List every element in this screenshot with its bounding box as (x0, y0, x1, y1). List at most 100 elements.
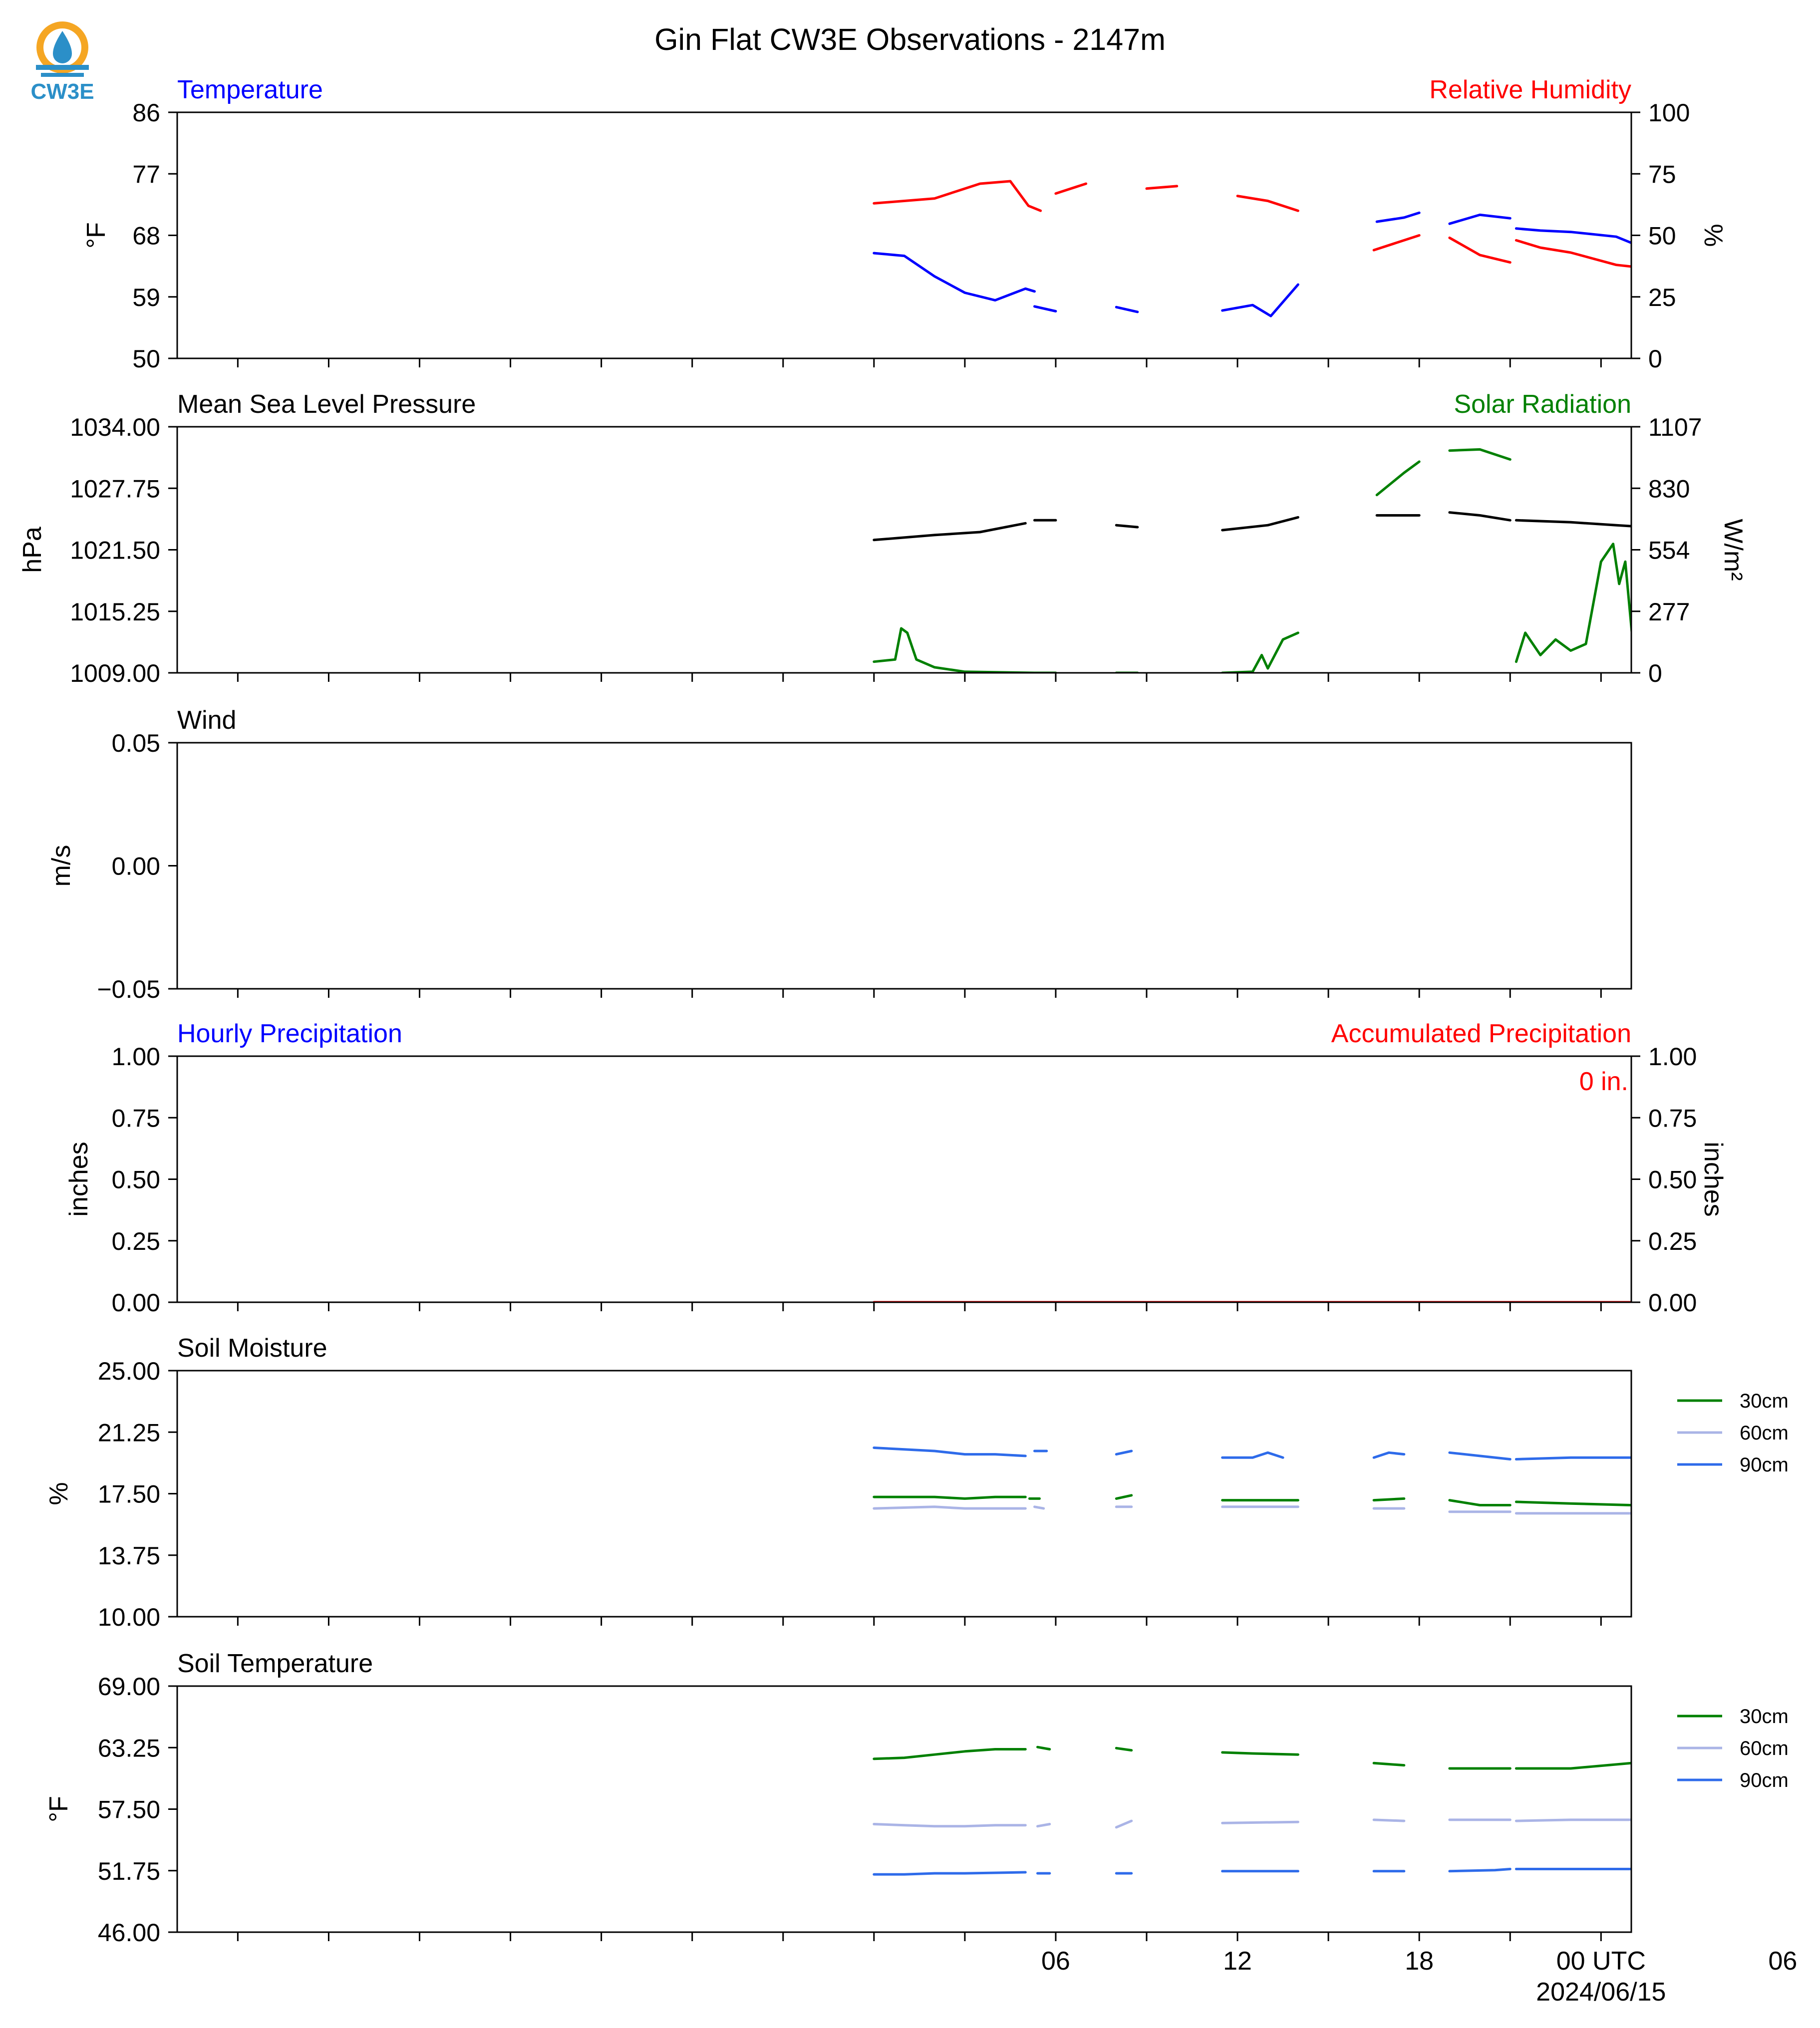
y-tick-label: 63.25 (98, 1734, 160, 1762)
y-axis-label: m/s (47, 845, 76, 887)
series-60cm-segment-2 (1115, 1819, 1133, 1829)
series-0-segment-2 (1115, 524, 1139, 529)
y-tick-right-label: 0.25 (1648, 1227, 1697, 1255)
y-tick-label: −0.05 (97, 975, 160, 1003)
panel-hourly-precipitation: 0.00 0.25 0.50 0.75 1.00 0.00 0.25 0.50 0.75 1.00… (64, 1019, 1728, 1317)
x-tick-label: 18 (1405, 1947, 1434, 1976)
series-1-segment-0 (873, 180, 1042, 212)
panel-wind: −0.05 0.00 0.05 Wind m/s (47, 706, 1632, 1003)
series-1-segment-4 (1372, 234, 1421, 252)
x-date-label: 2024/06/15 (1536, 1978, 1666, 2007)
y-tick-label: 17.50 (98, 1480, 160, 1508)
series-0-segment-1 (1033, 305, 1057, 312)
y-axis-label: °F (44, 1796, 73, 1822)
y-tick-right-label: 830 (1648, 475, 1690, 503)
plot-frame (176, 1685, 1632, 1933)
y-axis-label: hPa (18, 527, 47, 573)
cw3e-logo: CW3E (30, 21, 94, 104)
y-tick-label: 68 (132, 222, 160, 250)
series-1-segment-2 (1145, 185, 1179, 190)
series-30cm-segment-7 (1768, 1507, 1798, 1508)
panel-temperature: 50 59 68 77 86 0 25 50 75 100 Temperature Relative … (82, 75, 1783, 373)
water-drop-sun-logo-icon (36, 21, 89, 77)
figure-title: Gin Flat CW3E Observations - 2147m (654, 22, 1166, 56)
series-90cm-segment-0 (873, 1447, 1027, 1457)
y-axis-right-label: inches (1699, 1142, 1728, 1216)
y-tick-label: 69.00 (98, 1673, 160, 1701)
series-60cm-segment-3 (1221, 1820, 1299, 1824)
y-tick-label: 1027.75 (70, 475, 160, 503)
y-tick-label: 21.25 (98, 1419, 160, 1447)
y-tick-right-label: 0.75 (1648, 1104, 1697, 1132)
y-tick-label: 1009.00 (70, 659, 160, 687)
y-tick-label: 0.00 (112, 853, 160, 880)
series-90cm-segment-7 (1768, 1868, 1798, 1870)
legend-label-60cm: 60cm (1740, 1738, 1789, 1759)
series-60cm-segment-6 (1515, 1818, 1631, 1822)
series-60cm-segment-7 (1768, 1822, 1798, 1823)
panel-title-left: Wind (177, 706, 236, 735)
series-0-segment-5 (1448, 213, 1512, 225)
series-0-segment-8 (1783, 527, 1807, 533)
series-30cm-segment-5 (1448, 1499, 1512, 1506)
series-1-segment-6 (1515, 239, 1631, 268)
y-tick-label: 86 (132, 99, 160, 127)
series-0-segment-3 (1221, 516, 1299, 532)
y-tick-right-label: 75 (1648, 160, 1676, 188)
series-0-segment-5 (1448, 511, 1512, 522)
panel-soil-temperature: 46.00 51.75 57.50 63.25 69.00 Soil Temperatur… (44, 1649, 1798, 1947)
y-axis-label: % (44, 1482, 73, 1505)
panel-title-left: Temperature (177, 75, 323, 104)
series-1-segment-3 (1236, 195, 1299, 212)
series-0-segment-6 (1515, 227, 1631, 245)
y-tick-label: 10.00 (98, 1603, 160, 1631)
y-tick-right-label: 554 (1648, 537, 1690, 565)
series-0-segment-2 (1115, 305, 1139, 313)
y-tick-label: 1034.00 (70, 413, 160, 441)
panel-title-left: Mean Sea Level Pressure (177, 390, 476, 419)
series-1-segment-5 (1448, 448, 1512, 461)
legend: 30cm 60cm 90cm (1677, 1706, 1789, 1791)
series-30cm-segment-2 (1115, 1494, 1133, 1500)
y-tick-right-label: 0.00 (1648, 1289, 1697, 1317)
series-group (873, 1745, 1798, 1876)
panel-soil-moisture: 10.00 13.75 17.50 21.25 25.00 Soil Moisture% 3… (44, 1334, 1798, 1631)
x-tick-label: 00 UTC (1556, 1947, 1646, 1976)
y-tick-right-label: 1107 (1648, 413, 1702, 441)
series-90cm-segment-2 (1115, 1449, 1133, 1456)
series-group (873, 448, 1807, 673)
y-tick-label: 0.50 (112, 1166, 160, 1194)
plot-frame (176, 1055, 1632, 1303)
plot-frame (176, 742, 1632, 990)
series-90cm-segment-4 (1372, 1451, 1406, 1459)
series-60cm-segment-1 (1033, 1505, 1045, 1510)
series-group (873, 1447, 1798, 1515)
series-90cm-segment-5 (1448, 1868, 1512, 1873)
y-axis-label: °F (82, 222, 111, 249)
series-1-segment-4 (1375, 460, 1421, 497)
series-1-segment-1 (1054, 182, 1088, 195)
series-1-segment-5 (1448, 236, 1512, 264)
series-30cm-segment-4 (1372, 1497, 1406, 1502)
y-axis-right-label: W/m² (1719, 519, 1748, 580)
legend: 30cm 60cm 90cm (1677, 1390, 1789, 1476)
legend-label-30cm: 30cm (1740, 1390, 1789, 1412)
y-tick-right-label: 277 (1648, 598, 1690, 626)
series-1-segment-0 (873, 627, 1036, 673)
plot-frame (176, 111, 1632, 359)
series-1-segment-7 (1768, 245, 1783, 247)
y-tick-right-label: 0 (1648, 659, 1662, 687)
y-tick-right-label: 50 (1648, 222, 1676, 250)
y-tick-label: 13.75 (98, 1542, 160, 1570)
accumulated-total-annotation: 0 in. (1579, 1067, 1628, 1096)
legend-label-30cm: 30cm (1740, 1706, 1789, 1728)
y-tick-label: 1015.25 (70, 598, 160, 626)
y-tick-label: 0.25 (112, 1227, 160, 1255)
plot-frame (176, 426, 1632, 674)
legend-label-90cm: 90cm (1740, 1454, 1789, 1476)
panel-title-right: Solar Radiation (1454, 390, 1631, 419)
y-tick-right-label: 25 (1648, 284, 1676, 311)
y-axis-label: inches (64, 1142, 93, 1216)
series-60cm-segment-4 (1372, 1818, 1406, 1822)
